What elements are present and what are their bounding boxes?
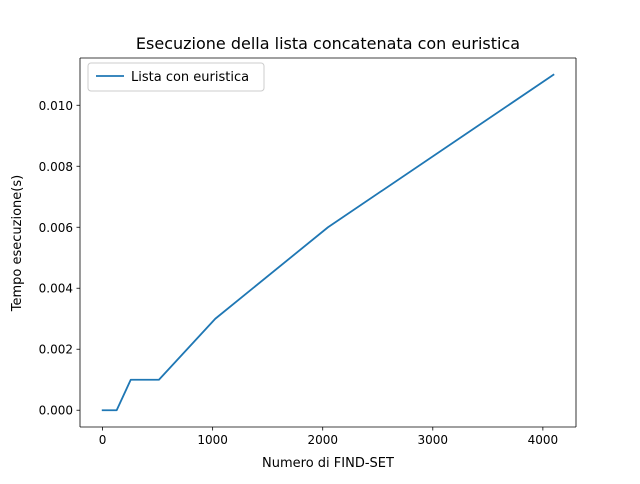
y-axis-ticks: 0.000 0.002 0.004 0.006 0.008 0.010 bbox=[39, 99, 80, 418]
chart-title: Esecuzione della lista concatenata con e… bbox=[136, 34, 520, 53]
plot-area bbox=[80, 58, 576, 427]
y-axis-label: Tempo esecuzione(s) bbox=[10, 175, 25, 312]
y-tick-label: 0.006 bbox=[39, 221, 73, 235]
legend: Lista con euristica bbox=[87, 62, 265, 92]
y-tick-label: 0.002 bbox=[39, 343, 73, 357]
x-tick-label: 0 bbox=[99, 433, 107, 447]
x-axis-ticks: 0 1000 2000 3000 4000 bbox=[99, 427, 558, 447]
y-tick-label: 0.000 bbox=[39, 404, 73, 418]
x-tick-label: 4000 bbox=[528, 433, 559, 447]
y-tick-label: 0.004 bbox=[39, 282, 73, 296]
axes-frame bbox=[79, 57, 577, 428]
x-tick-label: 2000 bbox=[307, 433, 338, 447]
y-tick-label: 0.010 bbox=[39, 99, 73, 113]
x-tick-label: 3000 bbox=[418, 433, 449, 447]
y-tick-label: 0.008 bbox=[39, 160, 73, 174]
series-layer bbox=[101, 73, 555, 412]
x-tick-label: 1000 bbox=[197, 433, 228, 447]
legend-label: Lista con euristica bbox=[131, 70, 249, 85]
series-line bbox=[101, 73, 555, 412]
x-axis-label: Numero di FIND-SET bbox=[262, 456, 394, 471]
legend-box bbox=[87, 62, 265, 92]
